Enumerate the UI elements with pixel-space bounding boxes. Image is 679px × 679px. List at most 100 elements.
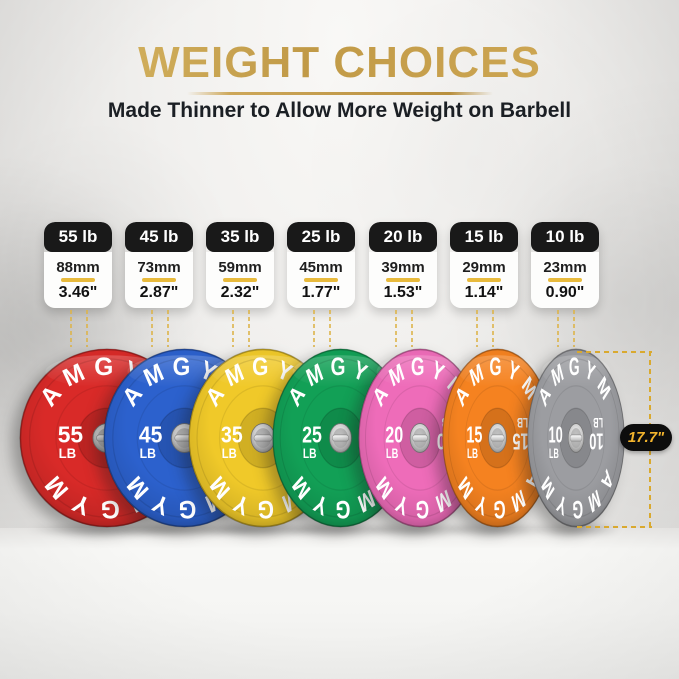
plate-shadow	[28, 522, 186, 537]
guide-line	[411, 310, 413, 347]
weight-marking-right: 15 LB	[512, 415, 528, 454]
thickness-mm: 45mm	[299, 258, 343, 276]
weight-label-header: 10 lb	[531, 222, 599, 252]
svg-text:LB: LB	[59, 446, 77, 461]
gold-divider	[386, 277, 420, 282]
svg-text:LB: LB	[467, 447, 478, 461]
plate-shadow	[113, 522, 260, 537]
weight-label-header: 25 lb	[287, 222, 355, 252]
plate-shadow	[195, 522, 330, 537]
weight-marking-left: 25 LB	[302, 422, 322, 461]
weight-marking-left: 55 LB	[58, 421, 84, 461]
guide-line	[151, 310, 153, 347]
floor	[0, 528, 679, 679]
gold-divider	[61, 277, 95, 282]
guide-line	[573, 310, 575, 347]
steel-hub	[250, 423, 276, 453]
svg-text:LB: LB	[303, 445, 317, 461]
plate-10lb-gray: AMGYM AMGYM 10 LB 10 LB	[527, 348, 625, 528]
diameter-dash-top	[577, 351, 652, 353]
svg-text:35: 35	[221, 422, 243, 448]
weight-label-header: 15 lb	[450, 222, 518, 252]
gold-divider	[304, 277, 338, 282]
thickness-mm: 59mm	[218, 258, 262, 276]
diameter-dash-bottom	[577, 526, 652, 528]
weight-label-body: 88mm 3.46"	[44, 252, 112, 308]
thickness-inches: 1.53"	[383, 283, 423, 301]
weight-marking-left: 10 LB	[549, 421, 563, 461]
weight-label-body: 29mm 1.14"	[450, 252, 518, 308]
thickness-inches: 1.77"	[301, 283, 341, 301]
weight-label-55lb: 55 lb 88mm 3.46"	[44, 222, 112, 308]
weight-label-45lb: 45 lb 73mm 2.87"	[125, 222, 193, 308]
title-underline	[187, 92, 493, 95]
svg-text:LB: LB	[386, 447, 398, 461]
svg-text:LB: LB	[517, 415, 528, 429]
page-subtitle: Made Thinner to Allow More Weight on Bar…	[107, 99, 572, 122]
guide-line	[329, 310, 331, 347]
svg-text:10: 10	[589, 429, 603, 455]
svg-text:LB: LB	[222, 446, 237, 461]
thickness-mm: 73mm	[137, 258, 181, 276]
weight-label-20lb: 20 lb 39mm 1.53"	[369, 222, 437, 308]
gold-divider	[548, 277, 582, 282]
svg-text:55: 55	[58, 421, 84, 447]
weight-label-body: 39mm 1.53"	[369, 252, 437, 308]
guide-line	[492, 310, 494, 347]
thickness-mm: 29mm	[462, 258, 506, 276]
weight-label-header: 20 lb	[369, 222, 437, 252]
steel-hub	[488, 423, 507, 453]
weight-marking-left: 45 LB	[139, 422, 163, 461]
weight-label-10lb: 10 lb 23mm 0.90"	[531, 222, 599, 308]
steel-hub	[409, 423, 431, 453]
guide-line	[167, 310, 169, 347]
thickness-inches: 2.32"	[220, 283, 260, 301]
weight-marking-left: 15 LB	[466, 422, 482, 461]
guide-line	[313, 310, 315, 347]
weight-label-35lb: 35 lb 59mm 2.32"	[206, 222, 274, 308]
svg-text:15: 15	[466, 422, 482, 448]
weight-label-body: 73mm 2.87"	[125, 252, 193, 308]
svg-text:LB: LB	[593, 414, 603, 429]
weight-label-header: 35 lb	[206, 222, 274, 252]
diameter-badge: 17.7"	[620, 424, 672, 451]
plate-shadow	[364, 522, 476, 537]
gold-divider	[467, 277, 501, 282]
svg-text:15: 15	[512, 427, 528, 453]
plate-15lb-orange: AMGYM AMGYM 15 LB 15 LB	[442, 348, 553, 528]
weight-marking-left: 20 LB	[385, 423, 403, 462]
weight-marking-left: 35 LB	[221, 422, 243, 461]
weight-label-header: 45 lb	[125, 222, 193, 252]
thickness-inches: 1.14"	[464, 283, 504, 301]
page-title: WEIGHT CHOICES	[0, 38, 679, 88]
guide-line	[476, 310, 478, 347]
svg-text:10: 10	[549, 421, 563, 447]
weight-marking-right: 10 LB	[589, 414, 603, 454]
weight-label-25lb: 25 lb 45mm 1.77"	[287, 222, 355, 308]
svg-text:25: 25	[302, 422, 322, 448]
guide-line	[86, 310, 88, 347]
gold-divider	[223, 277, 257, 282]
svg-text:LB: LB	[140, 445, 156, 461]
thickness-mm: 39mm	[381, 258, 425, 276]
plate-shadow	[279, 522, 402, 537]
weight-label-header: 55 lb	[44, 222, 112, 252]
guide-line	[395, 310, 397, 347]
weight-label-body: 59mm 2.32"	[206, 252, 274, 308]
plate-shadow	[447, 522, 547, 537]
weight-label-body: 45mm 1.77"	[287, 252, 355, 308]
guide-line	[70, 310, 72, 347]
svg-text:LB: LB	[549, 447, 559, 462]
gold-divider	[142, 277, 176, 282]
guide-line	[557, 310, 559, 347]
plate-shadow	[532, 522, 620, 537]
guide-line	[248, 310, 250, 347]
svg-text:20: 20	[385, 423, 403, 449]
thickness-mm: 88mm	[56, 258, 100, 276]
steel-hub	[329, 423, 352, 453]
guide-line	[232, 310, 234, 347]
svg-text:45: 45	[139, 422, 163, 448]
thickness-inches: 2.87"	[139, 283, 179, 301]
steel-hub	[567, 423, 585, 453]
